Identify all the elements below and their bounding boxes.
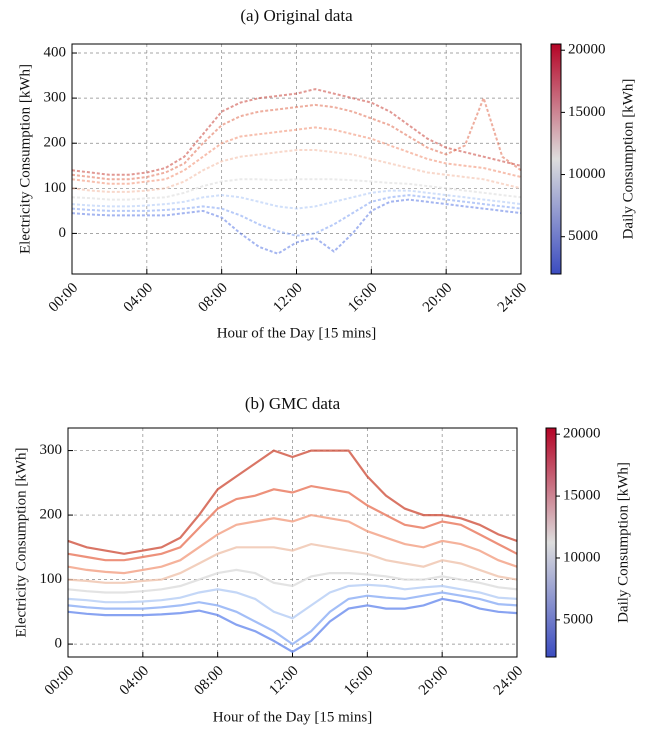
- y-tick-label: 300: [44, 90, 67, 106]
- x-tick-label: 04:00: [121, 280, 156, 315]
- x-tick-label: 00:00: [46, 280, 81, 315]
- x-tick-label: 20:00: [420, 280, 455, 315]
- y-tick-label: 200: [40, 507, 63, 523]
- x-tick-label: 24:00: [491, 663, 526, 698]
- series-line: [67, 542, 518, 584]
- y-tick-label: 0: [59, 225, 67, 241]
- series-line: [67, 591, 518, 646]
- y-tick-label: 100: [40, 571, 63, 587]
- series-line: [71, 178, 522, 201]
- colorbar: [550, 43, 562, 275]
- y-axis-label: Electricity Consumption [kWh]: [17, 64, 33, 254]
- series-line: [71, 95, 522, 181]
- series-line: [67, 484, 518, 562]
- series-line: [67, 568, 518, 594]
- y-tick-label: 300: [40, 442, 63, 458]
- x-tick-label: 24:00: [495, 280, 530, 315]
- y-tick-label: 400: [44, 44, 67, 60]
- series-line: [71, 189, 522, 210]
- x-tick-label: 20:00: [416, 663, 451, 698]
- colorbar-tick-label: 20000: [563, 426, 601, 442]
- x-tick-label: 00:00: [42, 663, 77, 698]
- plot-frame: [67, 427, 518, 658]
- series-line: [71, 88, 522, 176]
- plot-lines: [67, 449, 518, 654]
- series-line: [71, 149, 522, 193]
- colorbar-tick-label: 5000: [563, 611, 593, 627]
- y-axis-label: Electricity Consumption [kWh]: [13, 448, 29, 638]
- colorbar-tick-label: 10000: [563, 549, 601, 565]
- plot-frame: [71, 43, 522, 275]
- x-tick-label: 08:00: [191, 663, 226, 698]
- x-tick-label: 12:00: [266, 663, 301, 698]
- colorbar-label: Daily Consumption [kWh]: [620, 79, 636, 240]
- x-tick-label: 12:00: [270, 280, 305, 315]
- series-line: [71, 198, 522, 255]
- series-line: [71, 126, 522, 185]
- colorbar: [545, 427, 557, 658]
- chart-title: (a) Original data: [240, 6, 353, 25]
- y-tick-label: 0: [55, 636, 63, 652]
- x-tick-label: 08:00: [195, 280, 230, 315]
- colorbar-tick-label: 15000: [568, 104, 606, 120]
- x-tick-label: 16:00: [341, 663, 376, 698]
- colorbar-tick-label: 15000: [563, 488, 601, 504]
- series-line: [67, 513, 518, 575]
- x-axis-label: Hour of the Day [15 mins]: [213, 709, 373, 725]
- colorbar-tick-label: 10000: [568, 166, 606, 182]
- x-tick-label: 04:00: [117, 663, 152, 698]
- plot-lines: [71, 88, 522, 255]
- series-line: [67, 597, 518, 654]
- x-tick-label: 16:00: [345, 280, 380, 315]
- chart-title: (b) GMC data: [245, 394, 341, 413]
- colorbar-tick-label: 20000: [568, 42, 606, 58]
- series-line: [67, 449, 518, 555]
- colorbar-tick-label: 5000: [568, 228, 598, 244]
- colorbar-label: Daily Consumption [kWh]: [615, 462, 631, 623]
- y-tick-label: 100: [44, 180, 67, 196]
- x-axis-label: Hour of the Day [15 mins]: [217, 325, 377, 341]
- series-line: [67, 583, 518, 620]
- y-tick-label: 200: [44, 135, 67, 151]
